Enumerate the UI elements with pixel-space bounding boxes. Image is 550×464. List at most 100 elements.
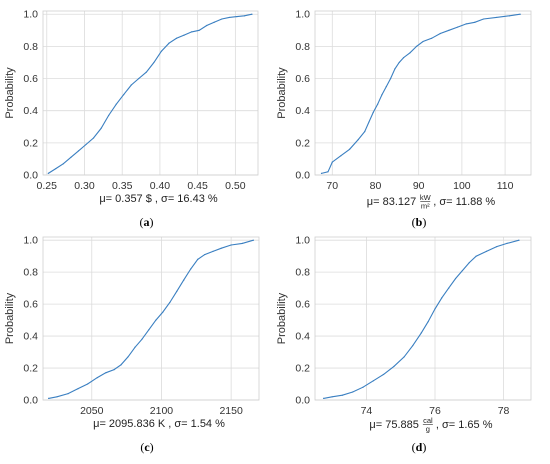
caption-open: ( <box>412 215 416 229</box>
cdf-data-point <box>340 155 342 157</box>
stat-mean: μ= 83.127 <box>367 196 416 208</box>
plot-frame <box>314 236 532 401</box>
y-tick-label: 1.0 <box>23 9 38 21</box>
chart-panel-b: 70 80 90 100 110 0.0 0.2 0.4 0.6 0.8 1.0 Probabilit… <box>276 9 532 229</box>
x-tick-label: 110 <box>497 180 514 192</box>
cdf-data-point <box>495 16 498 19</box>
cdf-data-point <box>398 61 400 64</box>
cdf-data-point <box>241 242 243 244</box>
panel-caption: (b) <box>412 215 427 229</box>
x-tick-label: 78 <box>498 405 510 417</box>
cdf-data-point <box>456 26 459 28</box>
caption-close: ) <box>150 440 154 454</box>
panel-caption: (a) <box>140 215 154 229</box>
caption-open: ( <box>412 440 416 454</box>
x-tick-label: 2150 <box>219 405 243 417</box>
cdf-data-point <box>364 130 366 133</box>
cdf-data-point <box>220 247 222 249</box>
cdf-data-point <box>341 394 344 396</box>
stat-separator: , <box>152 193 161 205</box>
caption-open: ( <box>140 440 144 454</box>
stat-sigma: , σ= 11.88 % <box>433 196 495 208</box>
plot-area <box>43 11 258 175</box>
cdf-data-point <box>100 127 102 129</box>
y-tick-label: 0.6 <box>23 73 38 85</box>
cdf-data-point <box>252 239 255 241</box>
x-tick-label: 100 <box>453 180 471 192</box>
caption-close: ) <box>150 215 154 229</box>
y-tick-label: 0.2 <box>23 137 38 149</box>
panel-caption: (c) <box>140 440 153 454</box>
cdf-data-point <box>212 250 214 252</box>
y-tick-label: 1.0 <box>295 235 310 247</box>
cdf-data-point <box>236 16 238 18</box>
x-tick-label: 2100 <box>150 405 174 417</box>
x-tick-label: 74 <box>361 405 373 417</box>
cdf-data-point <box>148 329 150 331</box>
cdf-data-point <box>115 103 117 105</box>
stat-sigma: , σ= 1.65 % <box>436 419 493 431</box>
cdf-data-point <box>431 37 433 39</box>
cdf-data-point <box>183 279 185 281</box>
cdf-data-point <box>85 143 87 146</box>
cdf-data-point <box>519 13 521 15</box>
cdf-data-point <box>508 15 510 17</box>
cdf-data-point <box>197 258 199 260</box>
cdf-data-point <box>56 396 58 398</box>
cdf-data-point <box>92 137 95 139</box>
y-tick-label: 0.6 <box>295 73 310 85</box>
y-tick-label: 1.0 <box>23 235 38 247</box>
y-tick-label: 0.2 <box>295 137 310 149</box>
y-tick-label: 0.4 <box>23 331 38 343</box>
unit-denominator: g <box>426 425 430 434</box>
stat-mean: μ= 75.885 <box>369 419 418 431</box>
y-tick-label: 0.6 <box>295 299 310 311</box>
caption-letter: c <box>144 440 150 454</box>
cdf-data-point <box>120 364 122 366</box>
x-tick-label: 0.40 <box>150 180 171 192</box>
cdf-data-point <box>169 301 171 304</box>
cdf-data-point <box>141 338 143 340</box>
y-tick-label: 0.0 <box>295 170 310 182</box>
cdf-data-point <box>420 332 422 334</box>
panel-caption: (d) <box>412 440 427 454</box>
cdf-data-point <box>372 111 374 113</box>
y-tick-label: 0.8 <box>295 41 310 53</box>
plot-frame <box>42 236 260 401</box>
x-tick-label: 90 <box>413 180 425 192</box>
cdf-data-point <box>206 24 208 27</box>
x-tick-label: 80 <box>370 180 382 192</box>
stat-mean: μ= 0.357 $ <box>99 193 152 205</box>
x-tick-label: 70 <box>326 180 338 192</box>
cdf-data-point <box>138 77 140 80</box>
cdf-data-point <box>415 45 418 47</box>
y-axis-label: Probability <box>276 67 288 119</box>
cdf-data-point <box>113 369 115 371</box>
cdf-data-point <box>506 242 508 244</box>
cdf-data-point <box>482 18 485 20</box>
cdf-data-point <box>134 346 136 348</box>
cdf-data-point <box>251 13 253 15</box>
cdf-data-point <box>393 365 395 368</box>
cdf-data-point <box>496 245 498 248</box>
cdf-data-point <box>390 77 392 80</box>
stat-mean: μ= 2095.836 K <box>93 418 166 430</box>
caption-letter: a <box>144 215 150 229</box>
cdf-data-point <box>331 161 333 163</box>
x-tick-label: 0.45 <box>187 180 208 192</box>
cdf-data-point <box>168 42 170 44</box>
cdf-data-point <box>485 250 488 252</box>
caption-close: ) <box>422 215 426 229</box>
caption-letter: d <box>416 440 423 454</box>
x-tick-label: 0.35 <box>112 180 133 192</box>
cdf-data-point <box>327 171 329 173</box>
stat-annotation: μ= 2095.836 K , σ= 1.54 % <box>93 418 225 430</box>
y-tick-label: 0.0 <box>23 170 38 182</box>
y-tick-label: 0.0 <box>295 395 310 407</box>
stat-annotation: μ= 0.357 $ , σ= 16.43 % <box>99 193 218 205</box>
cdf-data-point <box>518 239 520 241</box>
cdf-data-point <box>130 84 132 86</box>
cdf-data-point <box>191 31 193 33</box>
cdf-data-point <box>372 380 374 382</box>
